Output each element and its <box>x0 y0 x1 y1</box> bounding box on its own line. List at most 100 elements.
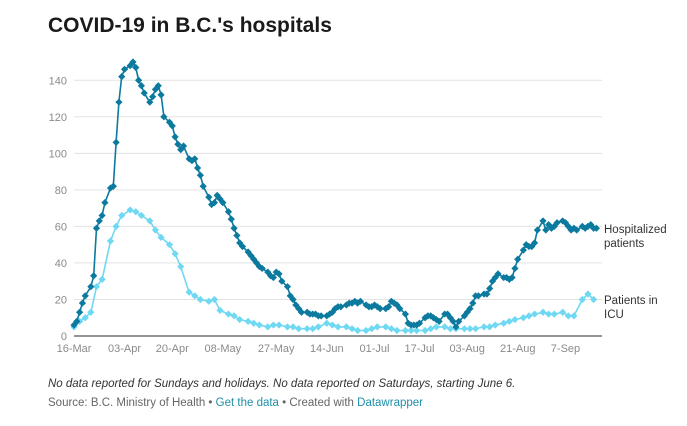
data-point-hospitalized <box>269 273 278 282</box>
data-point-hospitalized <box>533 226 542 234</box>
data-point-icu <box>216 306 224 315</box>
data-point-hospitalized <box>92 224 101 232</box>
datawrapper-link[interactable]: Datawrapper <box>357 397 423 409</box>
data-point-hospitalized <box>250 255 258 263</box>
data-point-icu <box>275 321 283 329</box>
data-point-hospitalized <box>115 98 123 106</box>
data-point-hospitalized <box>137 82 146 90</box>
data-point-hospitalized <box>328 308 336 316</box>
data-point-hospitalized <box>376 305 384 313</box>
data-point-icu <box>413 326 421 335</box>
x-tick-label: 20-Apr <box>156 343 189 355</box>
x-tick-label: 08-May <box>205 343 242 355</box>
data-point-hospitalized <box>179 142 188 150</box>
x-tick-label: 27-May <box>258 343 295 355</box>
data-point-hospitalized <box>278 277 286 285</box>
data-point-hospitalized <box>356 297 365 305</box>
data-point-icu <box>309 325 317 333</box>
data-point-hospitalized <box>78 299 87 307</box>
data-point-hospitalized <box>193 164 202 172</box>
data-point-icu <box>126 206 134 214</box>
data-point-hospitalized <box>415 319 424 327</box>
x-tick-label: 03-Aug <box>449 343 484 355</box>
data-point-hospitalized <box>129 58 137 66</box>
created-with-text: Created with <box>289 397 354 409</box>
data-point-icu <box>264 323 272 331</box>
data-point-hospitalized <box>126 62 134 70</box>
data-point-hospitalized <box>449 317 457 325</box>
data-point-hospitalized <box>109 182 117 190</box>
data-point-icu <box>466 325 474 333</box>
data-point-icu <box>92 283 101 291</box>
data-point-icu <box>137 211 146 220</box>
chart-title: COVID-19 in B.C.'s hospitals <box>48 14 332 37</box>
data-point-icu <box>550 310 558 318</box>
data-point-icu <box>570 312 578 320</box>
data-point-hospitalized <box>191 155 199 163</box>
data-point-hospitalized <box>283 283 292 291</box>
chart-footer: Source: B.C. Ministry of Health • Get th… <box>48 397 423 409</box>
data-point-icu <box>118 211 126 220</box>
data-point-icu <box>334 323 342 331</box>
data-point-hospitalized <box>483 290 491 298</box>
legend: Hospitalized patients Patients in ICU <box>604 224 667 321</box>
data-point-hospitalized <box>289 295 297 304</box>
separator: • <box>278 397 290 409</box>
data-point-icu <box>505 317 513 325</box>
data-point-icu <box>185 288 193 296</box>
data-point-hospitalized <box>266 272 275 280</box>
data-point-hospitalized <box>292 301 300 309</box>
data-point-icu <box>151 226 160 234</box>
data-point-icu <box>146 217 154 225</box>
data-point-hospitalized <box>550 222 558 230</box>
data-point-hospitalized <box>160 113 168 121</box>
data-point-icu <box>323 319 331 327</box>
data-point-hospitalized <box>90 272 98 280</box>
x-tick-label: 17-Jul <box>404 343 434 355</box>
data-point-icu <box>511 315 519 324</box>
data-point-hospitalized <box>491 273 499 282</box>
data-point-hospitalized <box>118 73 126 81</box>
data-point-hospitalized <box>140 89 148 97</box>
data-point-icu <box>295 325 303 333</box>
data-point-hospitalized <box>331 305 339 313</box>
data-point-icu <box>368 325 376 333</box>
x-tick-label: 14-Jun <box>310 343 344 355</box>
data-point-hospitalized <box>508 273 516 282</box>
data-point-hospitalized <box>132 63 140 72</box>
data-point-hospitalized <box>573 226 581 234</box>
data-point-icu <box>314 323 322 331</box>
data-point-icu <box>393 326 401 335</box>
x-axis-ticks: 16-Mar 03-Apr 20-Apr 08-May 27-May 14-Jun 01-J… <box>57 343 581 355</box>
data-point-hospitalized <box>393 301 401 309</box>
get-data-link[interactable]: Get the data <box>215 397 279 409</box>
separator: • <box>205 397 216 409</box>
data-point-icu <box>472 325 480 333</box>
data-point-icu <box>584 290 592 298</box>
data-point-hospitalized <box>463 308 471 316</box>
data-point-hospitalized <box>486 284 494 293</box>
data-point-hospitalized <box>171 133 179 141</box>
data-point-hospitalized <box>258 264 266 273</box>
data-point-icu <box>519 314 527 322</box>
data-point-hospitalized <box>286 292 294 300</box>
y-tick-label: 100 <box>49 148 67 160</box>
data-point-hospitalized <box>401 310 410 318</box>
data-point-icu <box>342 323 351 331</box>
data-point-icu <box>98 275 106 283</box>
data-point-hospitalized <box>76 308 84 316</box>
data-point-hospitalized <box>112 138 120 146</box>
data-point-hospitalized <box>435 317 443 325</box>
y-tick-label: 120 <box>49 112 67 124</box>
data-point-hospitalized <box>70 321 78 329</box>
data-point-icu <box>446 325 454 333</box>
data-point-hospitalized <box>502 273 511 282</box>
data-point-icu <box>132 208 140 216</box>
data-point-icu <box>112 222 120 230</box>
data-point-hospitalized <box>95 217 103 225</box>
data-point-icu <box>191 292 199 300</box>
data-point-hospitalized <box>530 239 539 247</box>
data-point-hospitalized <box>219 199 227 207</box>
data-point-hospitalized <box>154 82 162 90</box>
data-point-hospitalized <box>519 246 527 254</box>
